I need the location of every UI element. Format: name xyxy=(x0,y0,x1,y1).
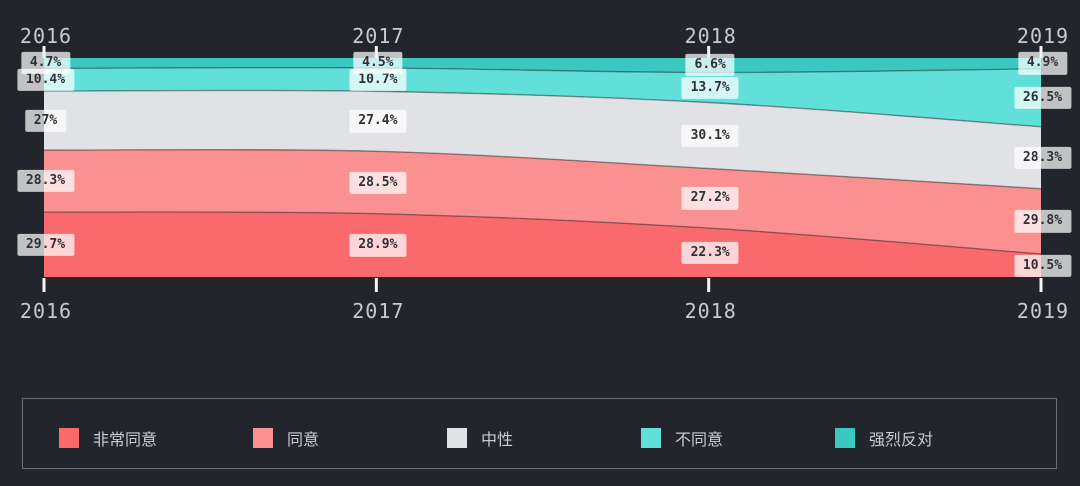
value-label-strongly-agree-2017: 28.9% xyxy=(349,234,407,257)
value-label-agree-2017: 28.5% xyxy=(349,171,407,194)
value-label-agree-2018: 27.2% xyxy=(681,187,739,210)
value-label-strongly-agree-2016: 29.7% xyxy=(16,233,75,256)
series-boundary xyxy=(43,148,1042,190)
legend-label-strongly-agree: 非常同意 xyxy=(93,432,158,449)
legend-item-strongly-oppose: 强烈反对 xyxy=(835,426,933,450)
value-label-neutral-2019: 28.3% xyxy=(1013,146,1072,169)
legend-item-disagree: 不同意 xyxy=(641,426,723,450)
legend-label-agree: 同意 xyxy=(287,432,320,449)
series-boundary xyxy=(43,89,1042,128)
x-axis-label-top-2019: 2019 xyxy=(1016,24,1070,48)
x-axis-label-bottom-2018: 2018 xyxy=(684,299,737,323)
x-axis-label-top-2018: 2018 xyxy=(684,24,737,48)
legend-label-neutral: 中性 xyxy=(481,432,514,449)
legend-swatch-disagree xyxy=(641,428,661,448)
legend-item-agree: 同意 xyxy=(253,426,319,450)
value-label-agree-2019: 29.8% xyxy=(1013,210,1072,233)
value-label-neutral-2017: 27.4% xyxy=(349,110,407,133)
series-boundary xyxy=(43,66,1042,74)
value-label-neutral-2018: 30.1% xyxy=(681,124,739,147)
x-axis-label-top-2016: 2016 xyxy=(19,24,73,48)
area-agree xyxy=(44,149,1041,254)
legend-swatch-strongly-oppose xyxy=(835,428,855,448)
legend-swatch-agree xyxy=(253,428,273,448)
legend-swatch-strongly-agree xyxy=(59,428,79,448)
legend-item-strongly-agree: 非常同意 xyxy=(59,426,157,450)
x-axis-label-bottom-2017: 2017 xyxy=(352,299,405,323)
value-label-agree-2016: 28.3% xyxy=(16,169,75,193)
value-label-strongly-agree-2019: 10.5% xyxy=(1013,254,1072,277)
value-label-disagree-2017: 10.7% xyxy=(349,68,407,91)
area-neutral xyxy=(44,90,1041,189)
value-label-strongly-oppose-2019: 4.9% xyxy=(1017,52,1068,75)
legend: 非常同意 同意 中性 不同意 强烈反对 xyxy=(22,398,1057,469)
value-label-strongly-agree-2018: 22.3% xyxy=(681,241,739,264)
value-label-strongly-oppose-2018: 6.6% xyxy=(685,54,735,77)
value-label-disagree-2018: 13.7% xyxy=(681,76,739,99)
x-axis-label-bottom-2019: 2019 xyxy=(1016,299,1070,323)
legend-swatch-neutral xyxy=(447,428,467,448)
area-strongly-agree xyxy=(44,211,1041,277)
legend-label-disagree: 不同意 xyxy=(675,432,724,449)
value-label-disagree-2019: 26.5% xyxy=(1013,86,1072,109)
value-label-neutral-2016: 27% xyxy=(24,109,67,132)
series-boundary xyxy=(43,211,1042,255)
value-label-strongly-oppose-2017: 4.5% xyxy=(353,51,403,75)
value-label-disagree-2016: 10.4% xyxy=(16,68,75,91)
legend-label-strongly-oppose: 强烈反对 xyxy=(869,432,934,449)
area-strongly-oppose xyxy=(44,58,1041,73)
x-axis-label-top-2017: 2017 xyxy=(352,24,405,48)
legend-item-neutral: 中性 xyxy=(447,426,513,450)
value-label-strongly-oppose-2016: 4.7% xyxy=(20,51,71,75)
x-axis-label-bottom-2016: 2016 xyxy=(19,299,73,323)
area-disagree xyxy=(44,67,1041,127)
